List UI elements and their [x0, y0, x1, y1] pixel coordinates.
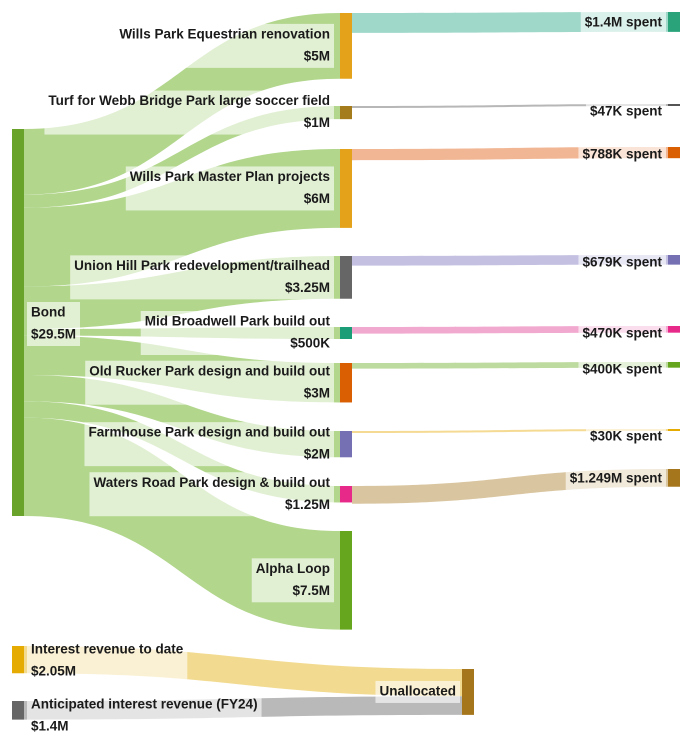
node-farmhouse-park-design-and-build-out-amount: $2M [304, 447, 330, 462]
node-bond-label-bg [27, 302, 81, 346]
node-union-hill-park-redevelopment-trailhead-spent-name: $679K spent [582, 255, 662, 270]
node-wills-park-equestrian-renovation-amount: $5M [304, 48, 330, 63]
node-waters-road-park-design-build-out-spent-label-bg [565, 467, 666, 490]
node-waters-road-park-design-build-out-name: Waters Road Park design & build out [93, 475, 330, 490]
node-union-hill-park-redevelopment-trailhead-amount: $3.25M [285, 280, 330, 295]
node-union-hill-park-redevelopment-trailhead-name: Union Hill Park redevelopment/trailhead [74, 258, 330, 273]
node-interest-revenue-to-date [12, 646, 24, 674]
node-turf-for-webb-bridge-park-large-soccer-field-spent-name: $47K spent [590, 104, 663, 119]
node-unallocated-label-bg [375, 680, 460, 703]
node-old-rucker-park-design-and-build-out-name: Old Rucker Park design and build out [89, 363, 330, 378]
node-wills-park-master-plan-projects-spent [668, 147, 680, 159]
node-waters-road-park-design-build-out-amount: $1.25M [285, 497, 330, 512]
node-wills-park-master-plan-projects [340, 149, 352, 228]
node-turf-for-webb-bridge-park-large-soccer-field-name: Turf for Webb Bridge Park large soccer f… [48, 93, 330, 108]
node-union-hill-park-redevelopment-trailhead [340, 256, 352, 299]
nodes-layer [12, 12, 680, 720]
node-mid-broadwell-park-build-out-spent-label-bg [578, 323, 666, 345]
node-mid-broadwell-park-build-out-spent-name: $470K spent [582, 326, 662, 341]
node-unallocated [462, 669, 474, 715]
node-alpha-loop-amount: $7.5M [292, 583, 330, 598]
node-old-rucker-park-design-and-build-out-spent-name: $400K spent [582, 362, 662, 377]
node-mid-broadwell-park-build-out-name: Mid Broadwell Park build out [145, 314, 331, 329]
node-old-rucker-park-design-and-build-out-label-bg [85, 360, 334, 405]
node-alpha-loop [340, 531, 352, 630]
node-interest-revenue-to-date-amount: $2.05M [31, 664, 76, 679]
node-old-rucker-park-design-and-build-out-spent [668, 362, 680, 368]
node-interest-revenue-to-date-label-bg [27, 639, 188, 683]
node-mid-broadwell-park-build-out-amount: $500K [290, 336, 330, 351]
node-wills-park-equestrian-renovation-name: Wills Park Equestrian renovation [119, 26, 330, 41]
node-mid-broadwell-park-build-out [340, 327, 352, 339]
node-wills-park-master-plan-projects-name: Wills Park Master Plan projects [130, 169, 330, 184]
node-mid-broadwell-park-build-out-spent [668, 326, 680, 333]
node-old-rucker-park-design-and-build-out [340, 363, 352, 403]
link-bond-to-turf-for-webb-bridge-park-large-soccer-field [24, 106, 340, 208]
node-alpha-loop-label-bg [251, 558, 334, 603]
node-unallocated-name: Unallocated [379, 684, 456, 699]
node-old-rucker-park-design-and-build-out-spent-label-bg [578, 359, 666, 381]
node-farmhouse-park-design-and-build-out-name: Farmhouse Park design and build out [88, 425, 330, 440]
node-alpha-loop-name: Alpha Loop [256, 561, 330, 576]
node-turf-for-webb-bridge-park-large-soccer-field-amount: $1M [304, 115, 330, 130]
node-turf-for-webb-bridge-park-large-soccer-field-label-bg [44, 90, 334, 135]
node-farmhouse-park-design-and-build-out-spent [668, 429, 680, 431]
node-wills-park-master-plan-projects-label-bg [125, 166, 334, 211]
node-old-rucker-park-design-and-build-out-amount: $3M [304, 385, 330, 400]
node-wills-park-equestrian-renovation-spent-label-bg [580, 11, 666, 34]
node-turf-for-webb-bridge-park-large-soccer-field [340, 106, 352, 120]
labels-layer: Bond $29.5M Wills Park Equestrian renovati… [27, 11, 666, 738]
node-anticipated-interest-revenue-fy24-name: Anticipated interest revenue (FY24) [31, 697, 258, 712]
node-anticipated-interest-revenue-fy24-amount: $1.4M [31, 719, 69, 734]
node-bond-name: Bond [31, 305, 66, 320]
node-union-hill-park-redevelopment-trailhead-spent [668, 255, 680, 265]
node-bond [12, 129, 24, 516]
node-anticipated-interest-revenue-fy24 [12, 701, 24, 720]
node-interest-revenue-to-date-name: Interest revenue to date [31, 642, 184, 657]
node-farmhouse-park-design-and-build-out-spent-label-bg [585, 426, 666, 448]
node-union-hill-park-redevelopment-trailhead-label-bg [70, 255, 334, 300]
node-wills-park-equestrian-renovation-spent-name: $1.4M spent [585, 15, 663, 30]
node-turf-for-webb-bridge-park-large-soccer-field-spent [668, 104, 680, 106]
node-waters-road-park-design-build-out [340, 486, 352, 503]
node-bond-amount: $29.5M [31, 327, 76, 342]
node-mid-broadwell-park-build-out-label-bg [140, 311, 334, 355]
node-anticipated-interest-revenue-fy24-label-bg [27, 694, 262, 738]
node-turf-for-webb-bridge-park-large-soccer-field-spent-label-bg [585, 101, 666, 123]
node-wills-park-equestrian-renovation [340, 13, 352, 79]
node-wills-park-master-plan-projects-spent-label-bg [578, 144, 666, 166]
node-wills-park-equestrian-renovation-spent [668, 12, 680, 32]
node-farmhouse-park-design-and-build-out-spent-name: $30K spent [590, 429, 663, 444]
node-waters-road-park-design-build-out-spent [668, 469, 680, 487]
node-wills-park-equestrian-renovation-label-bg [115, 23, 334, 68]
node-farmhouse-park-design-and-build-out [340, 431, 352, 458]
node-wills-park-master-plan-projects-spent-name: $788K spent [582, 147, 662, 162]
node-waters-road-park-design-build-out-label-bg [89, 472, 334, 517]
node-farmhouse-park-design-and-build-out-label-bg [84, 422, 334, 467]
node-union-hill-park-redevelopment-trailhead-spent-label-bg [578, 252, 666, 274]
node-wills-park-master-plan-projects-amount: $6M [304, 191, 330, 206]
node-waters-road-park-design-build-out-spent-name: $1.249M spent [570, 470, 663, 485]
